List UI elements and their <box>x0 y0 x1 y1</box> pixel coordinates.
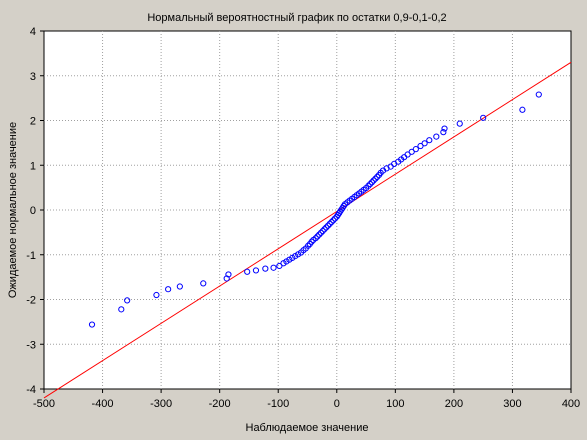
x-axis-label: Наблюдаемое значение <box>246 422 369 434</box>
y-tick-label: 4 <box>30 26 36 38</box>
x-tick-label: 100 <box>386 398 404 410</box>
x-tick-label: -400 <box>92 398 114 410</box>
reference-line <box>43 61 572 399</box>
data-point <box>370 177 377 184</box>
y-tick-label: -1 <box>26 250 36 262</box>
data-point <box>252 267 260 274</box>
data-point <box>440 129 447 136</box>
data-point <box>323 224 330 231</box>
data-point <box>244 268 251 275</box>
grid-lines <box>44 31 571 389</box>
data-point <box>426 137 433 144</box>
data-point <box>328 218 335 226</box>
data-point <box>165 286 172 293</box>
data-point <box>480 114 487 121</box>
data-point <box>176 283 183 290</box>
data-point <box>535 91 542 98</box>
data-point <box>200 280 207 287</box>
data-point <box>314 233 321 240</box>
data-points <box>88 91 542 328</box>
y-tick-label: 0 <box>30 205 36 217</box>
data-point <box>330 217 337 224</box>
data-point <box>304 242 312 249</box>
data-point <box>312 235 319 242</box>
data-point <box>433 133 440 140</box>
data-point <box>368 179 376 186</box>
y-axis-ticks: 4 3 2 1 0 -1 -2 -3 -4 <box>26 26 44 396</box>
y-tick-label: 1 <box>30 160 36 172</box>
data-point <box>321 226 328 233</box>
x-axis-ticks: -500 -400 -300 -200 -100 0 100 200 300 400 <box>33 389 580 410</box>
chart-title: Нормальный вероятностный график по остат… <box>147 12 446 24</box>
y-tick-label: 2 <box>30 116 36 128</box>
x-tick-label: 300 <box>503 398 521 410</box>
data-point <box>326 220 333 227</box>
y-tick-label: -2 <box>26 295 36 307</box>
data-point <box>441 125 448 132</box>
data-point <box>225 271 232 278</box>
data-point <box>153 291 160 299</box>
x-tick-label: 0 <box>334 398 340 410</box>
data-point <box>317 229 325 236</box>
data-point <box>270 264 277 271</box>
data-point <box>324 222 332 229</box>
x-tick-label: -500 <box>33 398 55 410</box>
y-axis-label: Ожидаемое нормальное значение <box>7 122 19 298</box>
data-point <box>262 265 269 272</box>
data-point <box>367 180 374 188</box>
data-point <box>519 106 526 113</box>
data-point <box>372 175 379 182</box>
data-point <box>316 231 323 238</box>
x-tick-label: -200 <box>209 398 231 410</box>
x-tick-label: -300 <box>150 398 172 410</box>
data-point <box>421 140 428 147</box>
data-point <box>412 146 419 153</box>
data-point <box>456 120 463 127</box>
y-tick-label: -3 <box>26 339 36 351</box>
data-point <box>124 297 131 304</box>
x-tick-label: -100 <box>267 398 289 410</box>
x-tick-label: 200 <box>445 398 463 410</box>
data-point <box>118 306 125 313</box>
y-tick-label: 3 <box>30 71 36 83</box>
y-tick-label: -4 <box>26 384 36 396</box>
data-point <box>88 321 96 328</box>
data-point <box>308 238 315 245</box>
data-point <box>374 173 381 180</box>
data-point <box>365 182 372 189</box>
data-point <box>319 227 326 235</box>
x-tick-label: 400 <box>562 398 580 410</box>
